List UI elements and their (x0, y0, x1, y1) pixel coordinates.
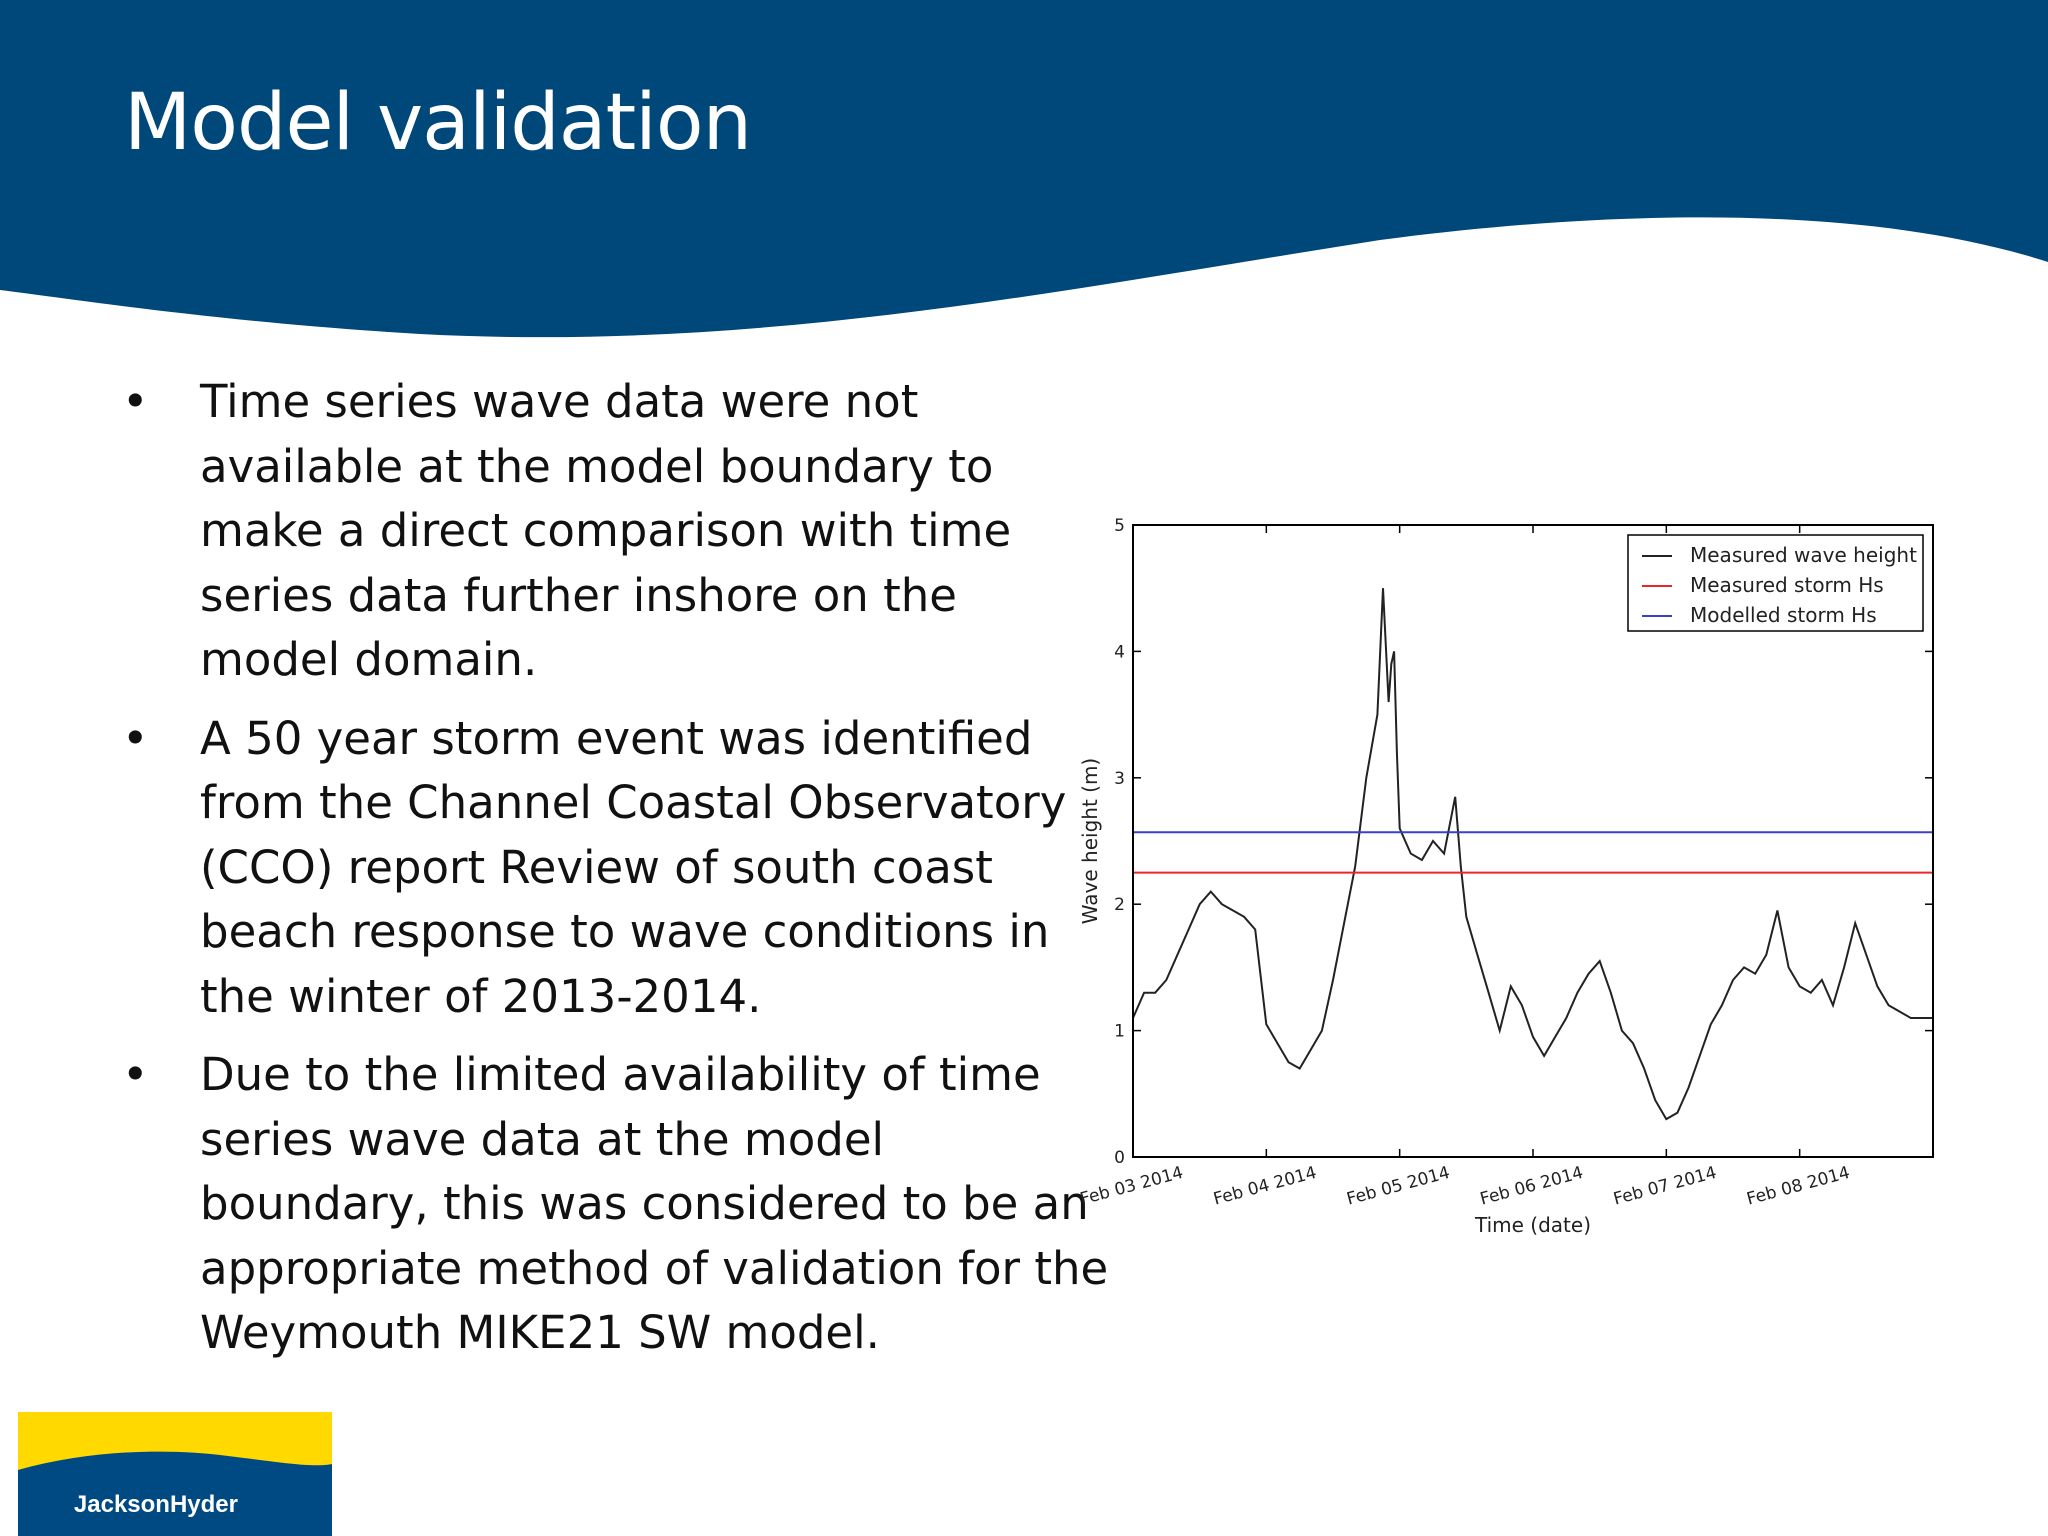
bullet-text: Due to the limited availability of time … (200, 1048, 1109, 1359)
bullet-dot: • (122, 711, 149, 765)
y-tick-label: 4 (1114, 642, 1125, 662)
bullet-item: • Time series wave data were not availabl… (120, 370, 1110, 693)
slide-title: Model validation (124, 78, 752, 168)
bullet-dot: • (122, 375, 149, 428)
bullet-item: • A 50 year storm event was identified fr… (120, 707, 1110, 1030)
legend-entry: Measured wave height (1690, 543, 1917, 567)
bullet-item: • Due to the limited availability of time… (120, 1043, 1110, 1366)
x-tick-label: Feb 08 2014 (1745, 1163, 1852, 1210)
header-wave-shape (0, 0, 2048, 338)
bullet-dot: • (122, 1048, 149, 1101)
x-tick-label: Feb 04 2014 (1211, 1163, 1318, 1210)
jacksonhyder-logo: JacksonHyder (18, 1412, 332, 1536)
y-tick-label: 5 (1114, 516, 1125, 536)
y-tick-label: 3 (1114, 769, 1125, 789)
y-tick-label: 2 (1114, 895, 1125, 915)
bullet-text: Time series wave data were not available… (200, 375, 1012, 686)
bullet-list: • Time series wave data were not availabl… (120, 370, 1110, 1380)
logo-text: JacksonHyder (74, 1491, 238, 1518)
wave-height-chart: 0 1 2 3 4 5 Feb 03 2014 Feb 04 2014 Feb 05 2014 F… (1078, 516, 1934, 1237)
chart-legend: Measured wave height Measured storm Hs Mod… (1627, 534, 1924, 632)
x-tick-label: Feb 07 2014 (1611, 1163, 1718, 1210)
x-tick-label: Feb 05 2014 (1345, 1163, 1452, 1210)
x-axis-label: Time (date) (1474, 1213, 1591, 1237)
bullet-text: A 50 year storm event was identified fro… (200, 711, 1067, 1023)
series-line-1 (1132, 588, 1933, 1121)
y-axis-label: Wave height (m) (1078, 758, 1102, 924)
y-tick-label: 1 (1114, 1022, 1125, 1042)
y-tick-label: 0 (1114, 1148, 1125, 1168)
logo-blue-wave (18, 1451, 332, 1536)
legend-entry: Measured storm Hs (1690, 573, 1884, 597)
legend-box (1627, 534, 1924, 632)
x-tick-label: Feb 06 2014 (1478, 1163, 1585, 1210)
legend-entry: Modelled storm Hs (1690, 603, 1877, 627)
x-tick-label: Feb 03 2014 (1078, 1163, 1185, 1210)
header-banner (0, 0, 2048, 338)
